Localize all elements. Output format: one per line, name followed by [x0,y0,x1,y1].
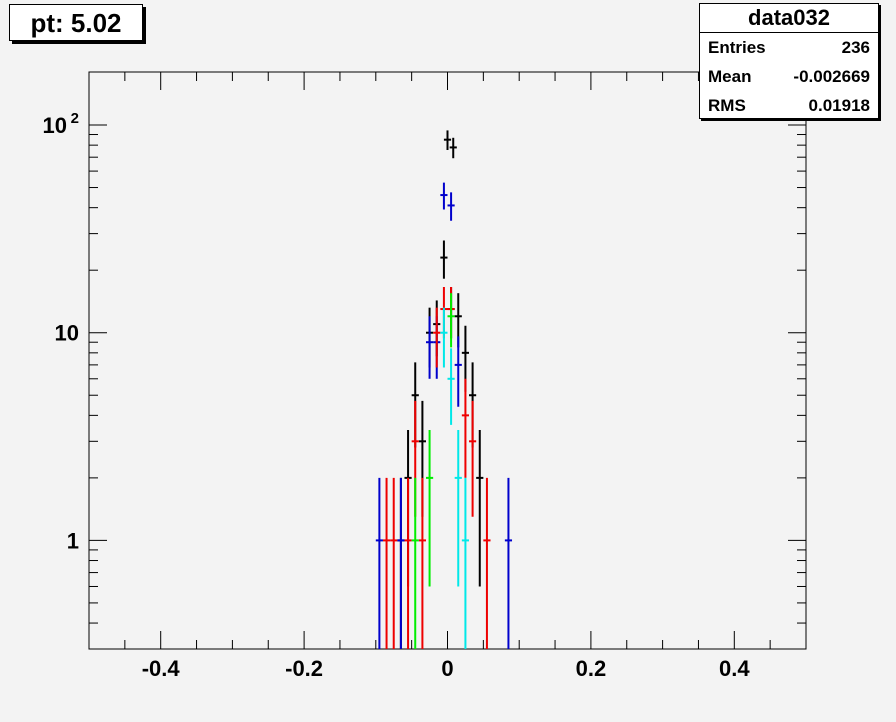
stats-label: Entries [708,38,766,57]
y-tick-label: 10 [43,113,67,138]
y-tick-label-exponent: 2 [71,110,79,127]
stats-row-mean: Mean -0.002669 [700,62,878,91]
stats-row-entries: Entries 236 [700,33,878,62]
stats-value: -0.002669 [793,67,870,86]
x-tick-label: 0 [441,656,453,681]
stats-label: RMS [708,96,746,115]
x-tick-label: -0.4 [142,656,181,681]
stats-row-rms: RMS 0.01918 [700,91,878,120]
series-3 [411,293,455,649]
data-points [375,130,513,649]
x-tick-label: -0.2 [285,656,323,681]
stats-label: Mean [708,67,752,86]
x-tick-label: 0.2 [576,656,607,681]
axis-ticks [88,72,807,650]
plot-title: pt: 5.02 [30,8,122,38]
stats-value: 0.01918 [808,96,870,115]
y-tick-label: 10 [55,321,79,346]
plot-frame [88,71,807,650]
stats-histogram-name: data032 [700,4,878,33]
series-4 [440,307,470,649]
stats-box: data032 Entries 236 Mean -0.002669 RMS 0… [699,3,879,119]
plot-title-box: pt: 5.02 [9,4,143,41]
y-tick-label: 1 [67,528,79,553]
x-tick-label: 0.4 [719,656,750,681]
stats-value: 236 [841,38,870,57]
